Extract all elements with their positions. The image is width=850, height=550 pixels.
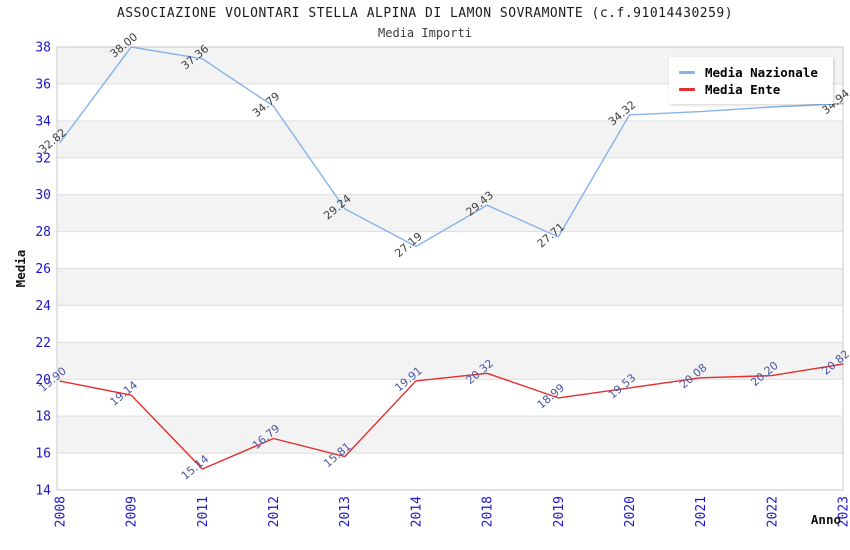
grid-band: [57, 194, 843, 232]
chart-title: ASSOCIAZIONE VOLONTARI STELLA ALPINA DI …: [116, 6, 734, 21]
legend-label-media-nazionale: Media Nazionale: [705, 65, 818, 80]
x-tick-label: 2013: [338, 496, 353, 527]
y-tick-label: 30: [35, 188, 51, 203]
y-tick-label: 26: [35, 262, 51, 277]
x-tick-label: 2011: [196, 496, 211, 527]
y-tick-label: 22: [35, 336, 51, 351]
x-tick-label: 2009: [125, 496, 140, 527]
x-tick-label: 2008: [54, 496, 69, 527]
y-tick-label: 20: [35, 373, 51, 388]
grid-band: [57, 120, 843, 158]
x-tick-label: 2019: [552, 496, 567, 527]
legend-label-media-ente: Media Ente: [705, 82, 781, 97]
y-tick-label: 32: [35, 151, 51, 166]
y-axis-title: Media: [13, 250, 28, 288]
legend-swatch-media-nazionale: [679, 71, 695, 74]
x-axis-title: Anno: [811, 512, 841, 527]
grid-band: [57, 416, 843, 454]
y-tick-label: 16: [35, 447, 51, 462]
x-tick-label: 2018: [481, 496, 496, 527]
series-line-media-ente: [59, 363, 844, 470]
y-tick-label: 28: [35, 225, 51, 240]
x-tick-label: 2022: [765, 496, 780, 527]
x-tick-label: 2014: [409, 496, 424, 527]
grid-band: [57, 268, 843, 306]
legend-item-media-ente: Media Ente: [679, 81, 825, 98]
x-tick-label: 2023: [837, 496, 850, 527]
y-tick-label: 24: [35, 299, 51, 314]
y-tick-label: 18: [35, 410, 51, 425]
plot-border: [56, 46, 844, 491]
legend: Media Nazionale Media Ente: [669, 57, 833, 104]
x-tick-label: 2012: [267, 496, 282, 527]
grid-band: [57, 342, 843, 380]
point-label: 27.19: [392, 230, 424, 260]
legend-swatch-media-ente: [679, 88, 695, 91]
legend-item-media-nazionale: Media Nazionale: [679, 64, 825, 81]
y-tick-label: 34: [35, 114, 51, 129]
point-label: 18.99: [535, 381, 567, 411]
point-label: 19.14: [108, 378, 140, 408]
y-tick-label: 38: [35, 41, 51, 56]
y-tick-label: 14: [35, 484, 51, 499]
series-line-media-nazionale: [59, 46, 844, 248]
y-tick-label: 36: [35, 77, 51, 92]
chart-subtitle: Media Importi: [378, 26, 472, 40]
x-tick-label: 2021: [694, 496, 709, 527]
x-tick-label: 2020: [623, 496, 638, 527]
